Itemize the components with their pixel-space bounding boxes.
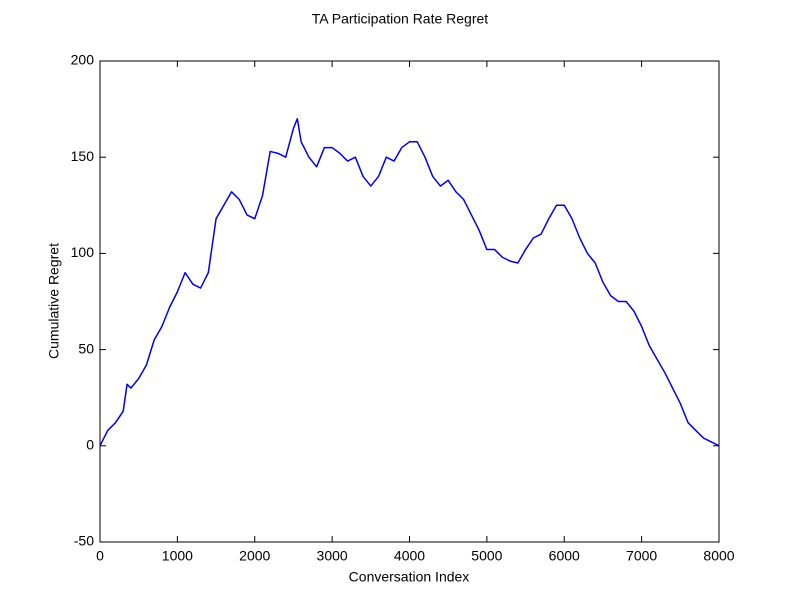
y-tick-label: 200 xyxy=(71,52,95,68)
x-tick-label: 2000 xyxy=(239,548,270,564)
data-line xyxy=(99,117,720,447)
y-axis-label: Cumulative Regret xyxy=(46,243,62,359)
x-tick-label: 5000 xyxy=(471,548,502,564)
x-tick-label: 3000 xyxy=(317,548,348,564)
x-tick-label: 7000 xyxy=(626,548,657,564)
x-tick-label: 8000 xyxy=(703,548,734,564)
y-tick-label: 100 xyxy=(71,244,95,260)
x-tick-label: 1000 xyxy=(162,548,193,564)
x-tick-label: 6000 xyxy=(549,548,580,564)
y-tick-label: 0 xyxy=(86,437,94,453)
x-tick-label: 4000 xyxy=(394,548,425,564)
chart-title: TA Participation Rate Regret xyxy=(312,11,488,27)
x-tick-label: 0 xyxy=(96,548,104,564)
y-tick-label: -50 xyxy=(74,533,94,549)
y-tick-label: 50 xyxy=(78,340,94,356)
x-axis-label: Conversation Index xyxy=(349,569,470,585)
y-tick-label: 150 xyxy=(71,148,95,164)
